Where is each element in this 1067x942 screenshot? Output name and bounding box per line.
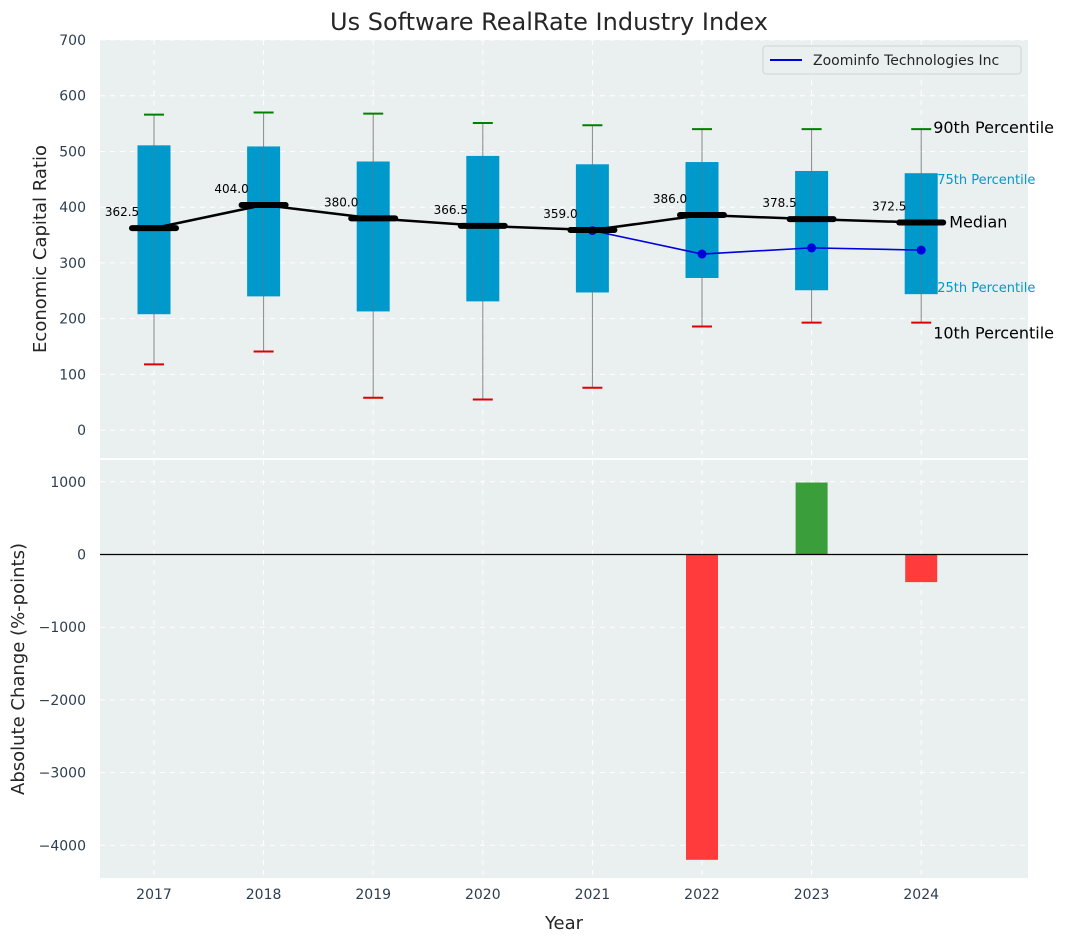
x-tick-label: 2024 (903, 887, 939, 903)
legend-frame (762, 45, 1022, 75)
median-label-2018: 404.0 (214, 182, 248, 196)
legend: Zoominfo Technologies Inc (762, 45, 1022, 75)
annotation-p90: 90th Percentile (933, 118, 1054, 137)
y-tick-label: 1000 (50, 475, 86, 491)
annotation-p25: 25th Percentile (937, 281, 1035, 296)
annotation-p10: 10th Percentile (933, 324, 1054, 343)
x-tick-label: 2018 (246, 887, 282, 903)
median-label-2022: 386.0 (653, 192, 687, 206)
change-panel-background (100, 460, 1028, 878)
x-tick-label: 2019 (355, 887, 391, 903)
x-tick-label: 2017 (136, 887, 172, 903)
change-panel-y-label: Absolute Change (%-points) (8, 543, 29, 795)
change-bars (100, 482, 1028, 860)
legend-entry-company: Zoominfo Technologies Inc (813, 53, 999, 69)
y-tick-label: −1000 (39, 620, 86, 636)
y-tick-label: 0 (77, 423, 86, 439)
y-tick-label: 400 (59, 200, 86, 216)
median-label-2021: 359.0 (543, 207, 577, 221)
x-tick-label: 2023 (794, 887, 830, 903)
median-label-2019: 380.0 (324, 195, 358, 209)
company-line (592, 229, 922, 255)
median-label-2024: 372.5 (872, 200, 906, 214)
annotation-p75: 75th Percentile (937, 173, 1035, 188)
percentile-annotations: 90th Percentile 75th Percentile Median 25th… (933, 118, 1054, 342)
median-label-2023: 378.5 (762, 196, 796, 210)
chart-title: Us Software RealRate Industry Index (330, 8, 768, 36)
company-point-2022 (697, 249, 707, 259)
y-tick-label: 100 (59, 367, 86, 383)
y-tick-label: 500 (59, 144, 86, 160)
annotation-median: Median (949, 213, 1007, 232)
company-point-2023 (807, 243, 817, 253)
x-tick-label: 2022 (684, 887, 720, 903)
y-tick-label: −3000 (39, 766, 86, 782)
bar-2022 (686, 554, 718, 860)
x-ticks: 2017 2018 2019 2020 2021 2022 2023 2024 (136, 887, 939, 903)
y-tick-label: 300 (59, 256, 86, 272)
y-tick-label: 600 (59, 89, 86, 105)
x-tick-label: 2021 (575, 887, 611, 903)
bar-2024 (905, 554, 938, 583)
y-tick-label: 700 (59, 33, 86, 49)
median-series: 362.5 404.0 380.0 366.5 359.0 386.0 378.5 372.5 (105, 182, 947, 234)
y-tick-label: −4000 (39, 838, 86, 854)
x-tick-label: 2020 (465, 887, 501, 903)
change-panel-y-ticks: 1000 0 −1000 −2000 −3000 −4000 (39, 475, 86, 854)
box-panel-y-label: Economic Capital Ratio (30, 145, 51, 353)
y-tick-label: −2000 (39, 693, 86, 709)
box-panel-y-ticks: 0 100 200 300 400 500 600 700 (59, 33, 86, 439)
y-tick-label: 200 (59, 312, 86, 328)
x-axis-label: Year (544, 913, 584, 934)
median-label-2020: 366.5 (434, 203, 468, 217)
median-label-2017: 362.5 (105, 205, 139, 219)
company-point-2024 (916, 245, 926, 255)
bar-2023 (795, 482, 828, 555)
y-tick-label: 0 (77, 548, 86, 564)
